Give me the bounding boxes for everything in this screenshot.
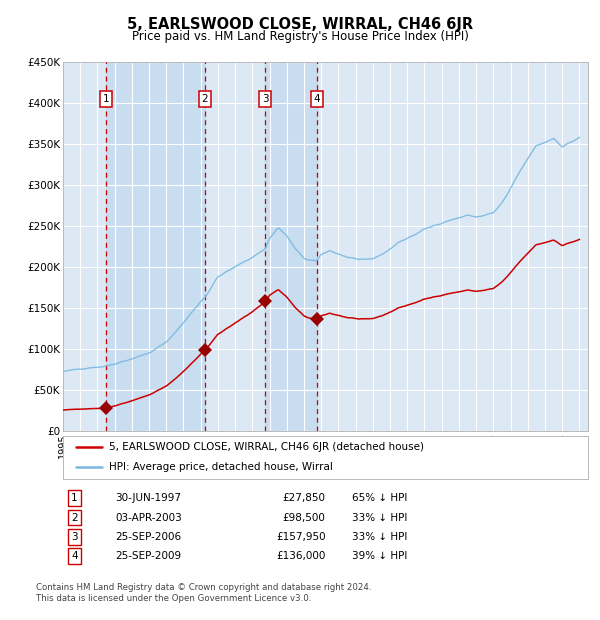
Text: 33% ↓ HPI: 33% ↓ HPI [352, 532, 407, 542]
Text: Price paid vs. HM Land Registry's House Price Index (HPI): Price paid vs. HM Land Registry's House … [131, 30, 469, 43]
Text: £157,950: £157,950 [276, 532, 325, 542]
Text: 4: 4 [314, 94, 320, 104]
Bar [106, 62, 205, 431]
Text: £136,000: £136,000 [276, 551, 325, 561]
Text: 3: 3 [71, 532, 78, 542]
Bar [265, 62, 317, 431]
Text: 5, EARLSWOOD CLOSE, WIRRAL, CH46 6JR (detached house): 5, EARLSWOOD CLOSE, WIRRAL, CH46 6JR (de… [109, 442, 424, 452]
Text: 5, EARLSWOOD CLOSE, WIRRAL, CH46 6JR: 5, EARLSWOOD CLOSE, WIRRAL, CH46 6JR [127, 17, 473, 32]
Text: Contains HM Land Registry data © Crown copyright and database right 2024.: Contains HM Land Registry data © Crown c… [36, 583, 371, 592]
Text: HPI: Average price, detached house, Wirral: HPI: Average price, detached house, Wirr… [109, 462, 333, 472]
Text: 1: 1 [103, 94, 109, 104]
Text: 25-SEP-2006: 25-SEP-2006 [115, 532, 182, 542]
Text: This data is licensed under the Open Government Licence v3.0.: This data is licensed under the Open Gov… [36, 595, 311, 603]
Text: 2: 2 [71, 513, 78, 523]
Text: 1: 1 [71, 494, 78, 503]
Text: £98,500: £98,500 [283, 513, 325, 523]
Text: 33% ↓ HPI: 33% ↓ HPI [352, 513, 407, 523]
Text: 30-JUN-1997: 30-JUN-1997 [115, 494, 182, 503]
Text: 25-SEP-2009: 25-SEP-2009 [115, 551, 182, 561]
Text: 65% ↓ HPI: 65% ↓ HPI [352, 494, 407, 503]
Text: 03-APR-2003: 03-APR-2003 [115, 513, 182, 523]
Text: 39% ↓ HPI: 39% ↓ HPI [352, 551, 407, 561]
Text: 2: 2 [202, 94, 208, 104]
Text: 3: 3 [262, 94, 269, 104]
Text: 4: 4 [71, 551, 78, 561]
Text: £27,850: £27,850 [283, 494, 325, 503]
